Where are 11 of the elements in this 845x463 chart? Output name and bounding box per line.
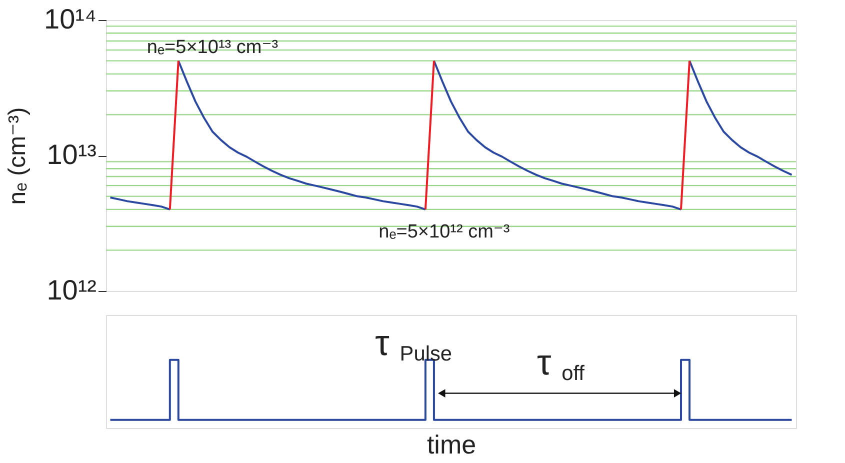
- line-series: [109, 196, 171, 210]
- line-series: [688, 60, 793, 176]
- y-tick-label: 10¹⁴: [44, 4, 96, 34]
- y-tick-label: 10¹²: [46, 274, 96, 306]
- annotation: nₑ=5×10¹³ cm⁻³: [146, 36, 278, 58]
- y-tick-label: 10¹³: [46, 139, 96, 170]
- y-axis-title: nₑ (cm⁻³): [4, 107, 31, 205]
- line-series: [177, 60, 426, 210]
- line-series: [432, 60, 682, 210]
- x-axis-title: time: [426, 430, 476, 460]
- annotation: nₑ=5×10¹² cm⁻³: [378, 221, 510, 242]
